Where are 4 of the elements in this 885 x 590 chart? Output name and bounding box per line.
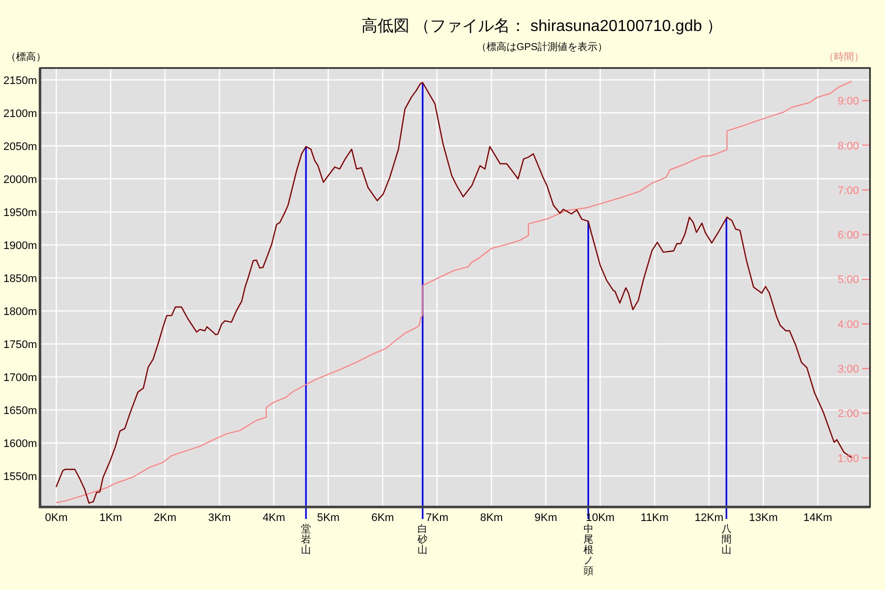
title: 高低図 （ファイル名： shirasuna20100710.gdb ） — [361, 18, 723, 35]
y2label: （時間） — [824, 52, 864, 63]
ylabel: （標高） — [6, 52, 46, 63]
subtitle: （標高はGPS計測値を表示） — [476, 42, 608, 53]
